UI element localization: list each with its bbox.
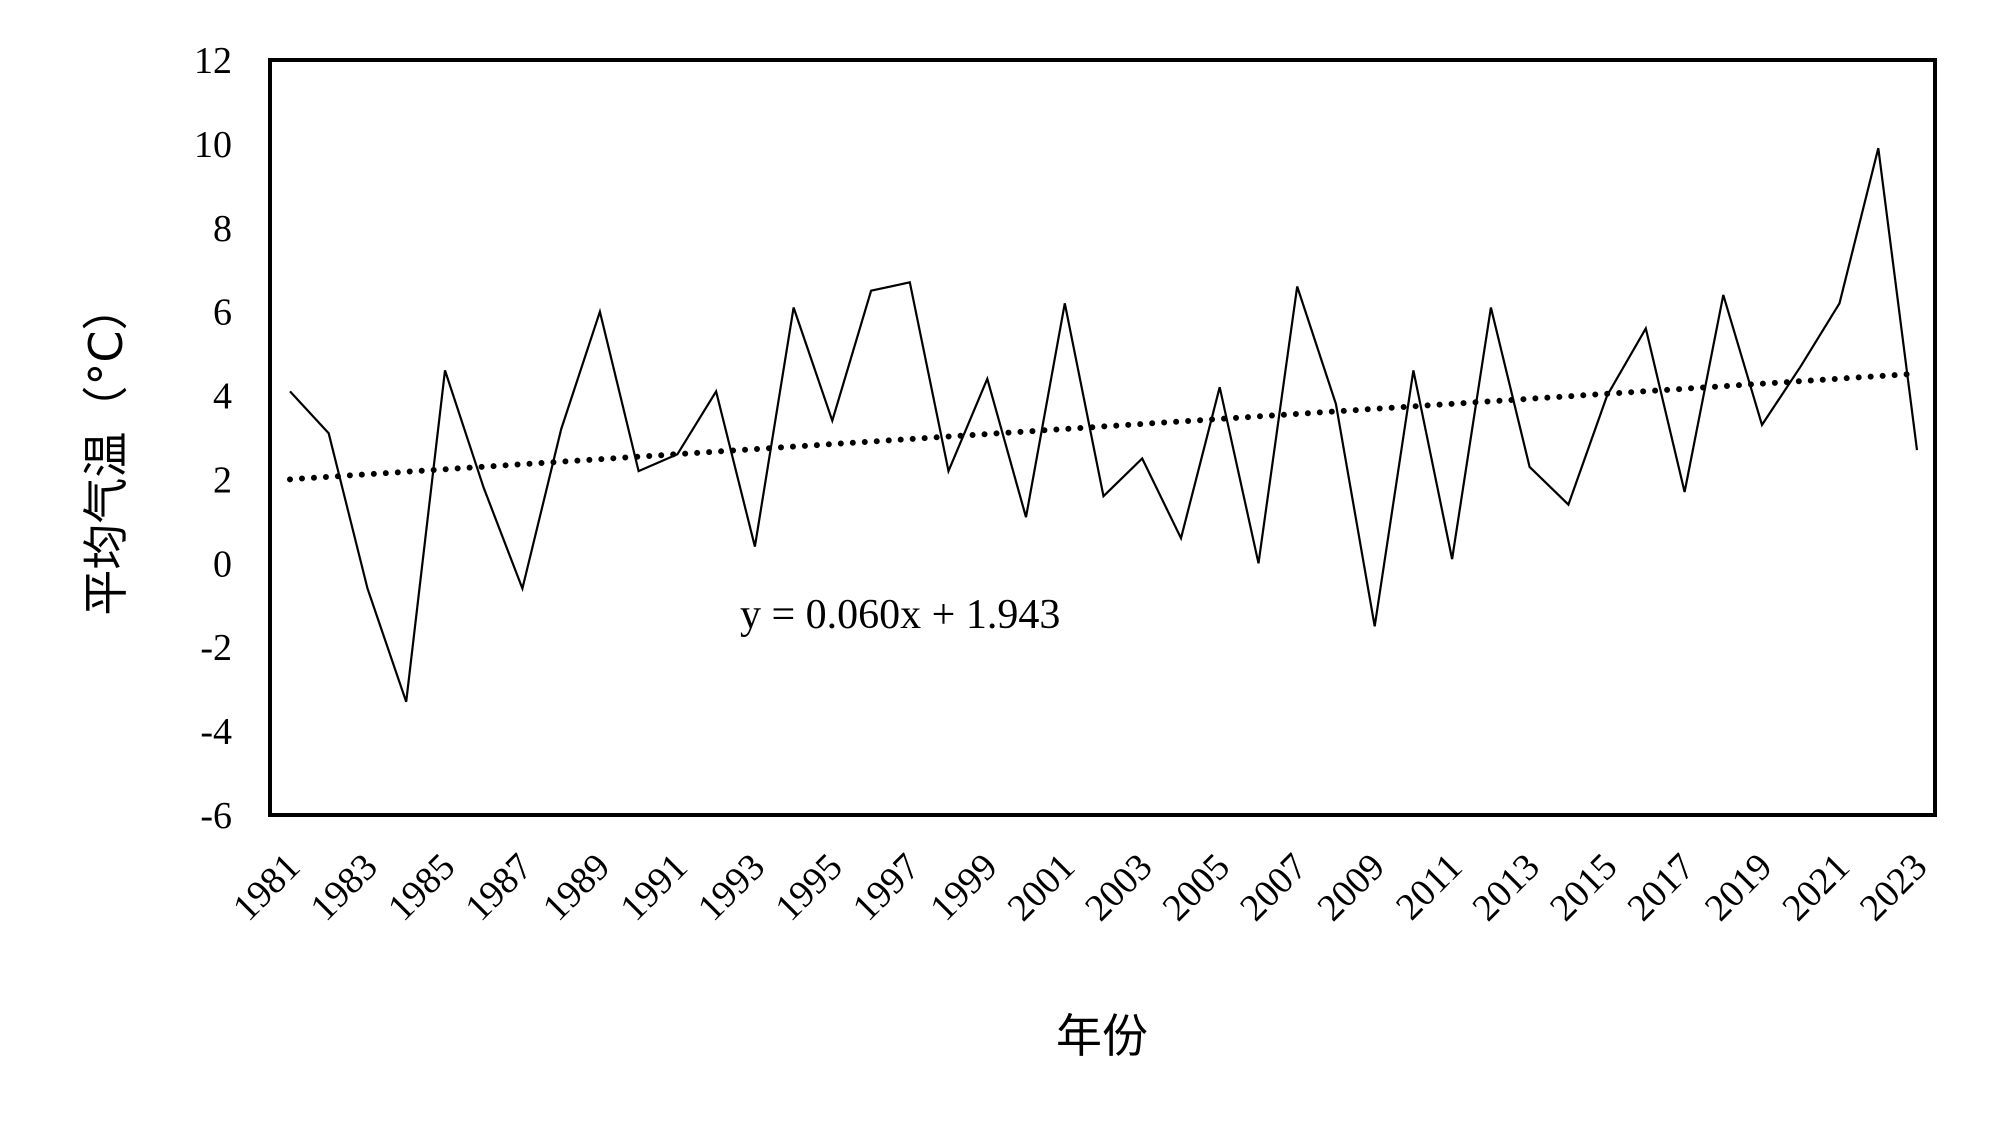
y-axis-ticks: -6 -4 -2 0 2 4 6 8 10 12 (194, 40, 232, 837)
y-tick-label: 10 (194, 124, 232, 166)
x-axis-title: 年份 (1056, 1009, 1148, 1063)
y-tick-label: 2 (213, 459, 232, 501)
plot-area-frame (268, 58, 1937, 817)
trendline-equation: y = 0.060x + 1.943 (740, 592, 1060, 638)
y-tick-label: 0 (213, 543, 232, 585)
y-axis-title: 平均气温（°C） (79, 284, 133, 615)
y-tick-label: 6 (213, 292, 232, 334)
y-tick-label: -2 (200, 627, 232, 669)
y-tick-label: -4 (200, 711, 232, 753)
y-tick-label: -6 (200, 795, 232, 837)
y-tick-label: 12 (194, 40, 232, 82)
y-tick-label: 8 (213, 208, 232, 250)
y-tick-label: 4 (213, 376, 232, 418)
temperature-series-line (289, 147, 1919, 703)
plot-layer (287, 147, 1920, 703)
trendline (287, 370, 1920, 483)
